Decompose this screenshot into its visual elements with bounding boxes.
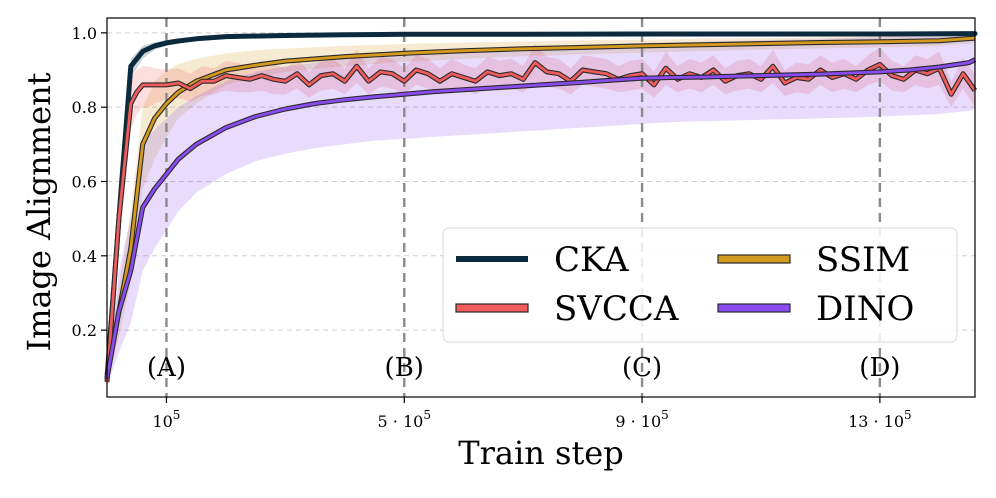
y-axis-title: Image Alignment	[20, 72, 58, 351]
confidence-bands	[107, 33, 975, 390]
y-axis-ticks: 0.2 0.4 0.6 0.8 1.0	[72, 24, 107, 340]
cka-legend-label: CKA	[554, 240, 629, 280]
plot-frame	[106, 17, 976, 398]
series-lines	[104, 31, 978, 383]
x-tick-label: 13 · 105	[848, 408, 912, 431]
x-tick-label: 5 · 105	[378, 408, 431, 431]
ssim-band	[107, 34, 975, 383]
ssim-legend-swatch	[717, 254, 791, 264]
cka-line	[104, 31, 978, 381]
phase-marker-labels: (A) (B) (C) (D)	[147, 353, 901, 383]
dino-legend-label: DINO	[816, 289, 914, 329]
dino-band	[107, 33, 975, 386]
y-tick-label: 0.4	[72, 247, 97, 266]
legend: CKA SSIM SVCCA DINO	[442, 227, 958, 343]
dino-line	[105, 58, 976, 379]
dino-legend-swatch	[717, 303, 791, 313]
x-tick-label: 9 · 105	[615, 408, 668, 431]
phase-marker-label: (A)	[147, 353, 186, 383]
svcca-band	[107, 44, 975, 390]
phase-marker-label: (B)	[385, 353, 424, 383]
y-tick-label: 1.0	[72, 24, 97, 43]
phase-marker-label: (C)	[622, 353, 662, 383]
y-tick-label: 0.8	[72, 98, 97, 117]
x-tick-label: 105	[152, 408, 180, 431]
phase-marker-label: (D)	[859, 353, 900, 383]
svcca-legend-swatch	[455, 303, 529, 313]
svcca-legend-label: SVCCA	[554, 289, 679, 329]
ssim-line	[105, 36, 976, 375]
x-axis-ticks: 105 5 · 105 9 · 105 13 · 105	[152, 397, 912, 431]
ssim-legend-label: SSIM	[816, 240, 910, 280]
y-tick-label: 0.6	[72, 172, 97, 191]
y-tick-label: 0.2	[72, 321, 97, 340]
x-axis-title: Train step	[458, 434, 623, 472]
legend-box	[442, 227, 958, 343]
